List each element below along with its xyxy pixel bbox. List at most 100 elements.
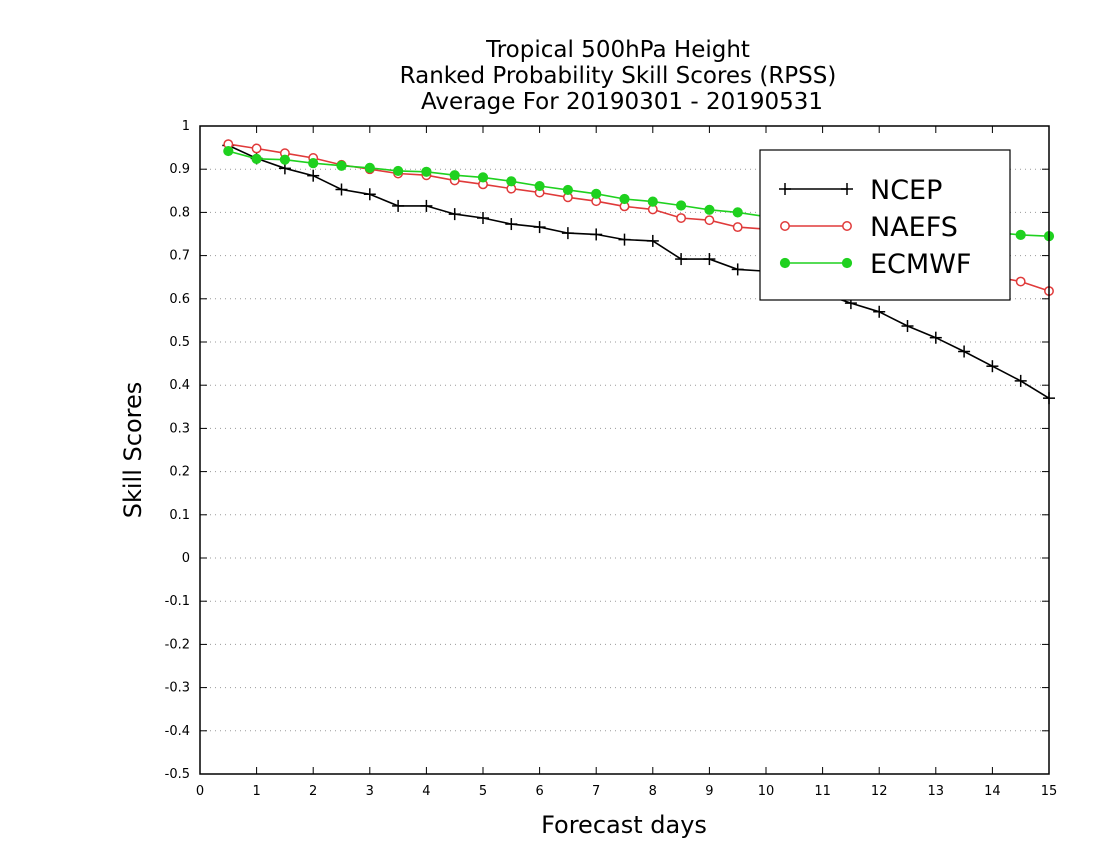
- chart-title: Tropical 500hPa Height Ranked Probabilit…: [400, 37, 837, 115]
- x-tick-label: 7: [592, 784, 600, 799]
- y-tick-label: 0.1: [169, 508, 190, 523]
- x-tick-label: 6: [535, 784, 543, 799]
- legend-item-naefs: NAEFS: [780, 212, 958, 243]
- data-point-ecmwf: [308, 158, 319, 169]
- legend-label-ecmwf: ECMWF: [870, 249, 971, 280]
- data-point-naefs: [676, 213, 687, 223]
- y-tick-label: 0.9: [169, 162, 190, 177]
- data-point-ncep: [392, 199, 405, 212]
- data-point-ncep: [590, 228, 603, 241]
- y-tick-label: 0: [182, 551, 190, 566]
- data-point-ncep: [675, 253, 688, 266]
- data-point-ncep: [646, 234, 659, 247]
- x-tick-label: 13: [928, 784, 945, 799]
- data-point-naefs: [732, 222, 743, 233]
- data-point-ecmwf: [534, 180, 545, 192]
- y-tick-label: 0.6: [169, 292, 190, 307]
- chart-title-line-1: Tropical 500hPa Height: [485, 37, 750, 63]
- data-point-ncep: [505, 218, 518, 231]
- x-tick-label: 2: [309, 784, 317, 799]
- y-tick-label: 0.8: [169, 205, 190, 220]
- legend: NCEP NAEFS ECMWF: [759, 149, 1011, 301]
- y-tick-label: 0.7: [169, 249, 190, 264]
- data-point-ncep: [731, 263, 744, 276]
- x-tick-label: 8: [649, 784, 657, 799]
- chart-title-line-3: Average For 20190301 - 20190531: [421, 89, 823, 115]
- data-point-ecmwf: [1015, 229, 1026, 240]
- y-tick-label: -0.1: [165, 594, 190, 609]
- data-point-ncep: [533, 221, 546, 234]
- y-tick-label: 0.4: [169, 378, 190, 393]
- chart-title-line-2: Ranked Probability Skill Scores (RPSS): [400, 63, 837, 89]
- series-line-ncep: [227, 144, 1050, 399]
- legend-box: [759, 149, 1011, 301]
- legend-marker-naefs: [842, 221, 852, 231]
- legend-label-naefs: NAEFS: [870, 212, 958, 243]
- data-point-ncep: [477, 212, 489, 225]
- data-point-ecmwf: [449, 170, 460, 181]
- data-point-ncep: [958, 345, 971, 358]
- data-point-ecmwf: [223, 145, 234, 157]
- data-point-ecmwf: [732, 207, 743, 218]
- x-tick-label: 11: [814, 784, 831, 799]
- data-point-ncep: [307, 169, 320, 182]
- x-tick-label: 10: [758, 784, 775, 799]
- legend-marker-ecmwf: [841, 257, 853, 269]
- y-tick-label: -0.3: [165, 681, 190, 696]
- y-tick-label: -0.4: [165, 724, 190, 739]
- y-tick-label: -0.5: [165, 767, 190, 782]
- data-point-ecmwf: [562, 184, 574, 196]
- x-tick-label: 15: [1041, 784, 1058, 799]
- legend-marker-ncep: [841, 183, 853, 195]
- x-tick-label: 4: [422, 784, 430, 799]
- data-point-ecmwf: [421, 166, 432, 177]
- y-tick-label: 1: [182, 119, 190, 134]
- data-point-ecmwf: [647, 196, 658, 207]
- data-point-ncep: [561, 227, 574, 240]
- x-tick-label: 9: [705, 784, 713, 799]
- data-point-ecmwf: [279, 154, 290, 165]
- data-point-naefs: [251, 143, 262, 154]
- legend-marker-ncep: [779, 183, 791, 195]
- data-point-naefs: [704, 215, 715, 226]
- data-point-ecmwf: [704, 204, 715, 215]
- legend-item-ecmwf: ECMWF: [779, 249, 971, 280]
- x-tick-label: 14: [984, 784, 1001, 799]
- data-point-ncep: [618, 233, 631, 246]
- x-tick-label: 0: [196, 784, 204, 799]
- data-point-ncep: [929, 331, 942, 344]
- axes: 1 0.9 0.8 0.7 0.6 0.5 0.4 0.3 0.2 0.1 0 -0.1 -0.2 -0.…: [165, 119, 1058, 799]
- data-point-ecmwf: [393, 165, 404, 177]
- data-point-ncep: [703, 253, 716, 266]
- y-axis-label: Skill Scores: [119, 382, 147, 519]
- data-point-ecmwf: [364, 162, 375, 174]
- data-point-ecmwf: [506, 176, 517, 187]
- legend-item-ncep: NCEP: [779, 175, 942, 206]
- x-tick-label: 3: [366, 784, 374, 799]
- data-point-ncep: [420, 199, 433, 212]
- data-point-ncep: [873, 305, 886, 318]
- x-tick-label: 5: [479, 784, 487, 799]
- data-point-ecmwf: [619, 193, 630, 205]
- data-point-ncep: [986, 360, 999, 373]
- data-point-ecmwf: [336, 160, 347, 171]
- data-point-ecmwf: [591, 188, 602, 199]
- plot-frame: [199, 125, 1050, 775]
- legend-marker-ecmwf: [779, 257, 791, 269]
- data-point-ecmwf: [251, 153, 262, 164]
- legend-marker-naefs: [780, 221, 790, 231]
- y-tick-label: -0.2: [165, 637, 190, 652]
- legend-label-ncep: NCEP: [870, 175, 942, 206]
- y-tick-label: 0.2: [169, 465, 190, 480]
- x-tick-label: 1: [252, 784, 260, 799]
- data-point-ncep: [363, 188, 376, 201]
- y-tick-label: 0.3: [169, 421, 190, 436]
- y-tick-label: 0.5: [169, 335, 190, 350]
- x-axis-label: Forecast days: [541, 811, 707, 839]
- data-point-naefs: [1015, 276, 1026, 287]
- data-point-ecmwf: [477, 172, 489, 183]
- data-point-ncep: [448, 208, 461, 221]
- data-point-ncep: [1014, 374, 1027, 387]
- data-point-ecmwf: [676, 200, 687, 211]
